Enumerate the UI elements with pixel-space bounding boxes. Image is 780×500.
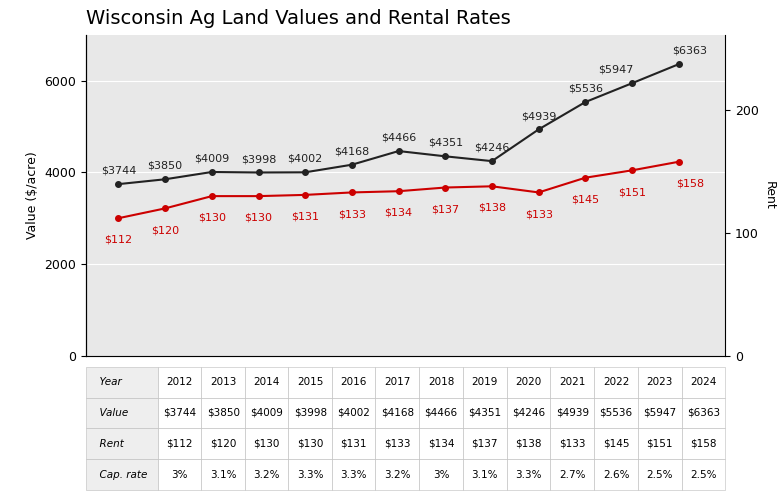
Text: $134: $134 <box>385 208 413 218</box>
Text: $4009: $4009 <box>194 154 229 164</box>
Text: $3850: $3850 <box>147 161 183 171</box>
Text: $133: $133 <box>338 209 366 219</box>
Text: $5536: $5536 <box>568 84 603 94</box>
Y-axis label: Rent: Rent <box>763 181 775 210</box>
Text: $138: $138 <box>478 203 506 213</box>
Text: $6363: $6363 <box>672 46 707 56</box>
Text: $5947: $5947 <box>597 65 633 75</box>
Text: $137: $137 <box>431 204 459 214</box>
Text: $4351: $4351 <box>427 138 463 148</box>
Text: $3744: $3744 <box>101 166 136 176</box>
Text: $4466: $4466 <box>381 132 417 142</box>
Text: $151: $151 <box>618 187 646 197</box>
Text: $130: $130 <box>198 213 226 223</box>
Text: $131: $131 <box>291 212 319 222</box>
Text: $3998: $3998 <box>241 154 276 164</box>
Text: $120: $120 <box>151 225 179 235</box>
Text: $4168: $4168 <box>335 146 370 156</box>
Text: $130: $130 <box>245 213 272 223</box>
Text: $112: $112 <box>105 235 133 245</box>
Text: $145: $145 <box>571 194 599 204</box>
Text: $4939: $4939 <box>521 111 556 121</box>
Text: Wisconsin Ag Land Values and Rental Rates: Wisconsin Ag Land Values and Rental Rate… <box>86 9 511 28</box>
Text: $4246: $4246 <box>474 143 509 153</box>
Text: $4002: $4002 <box>288 154 323 164</box>
Y-axis label: Value ($/acre): Value ($/acre) <box>26 152 39 239</box>
Text: $158: $158 <box>675 178 704 188</box>
Text: $133: $133 <box>525 209 553 219</box>
